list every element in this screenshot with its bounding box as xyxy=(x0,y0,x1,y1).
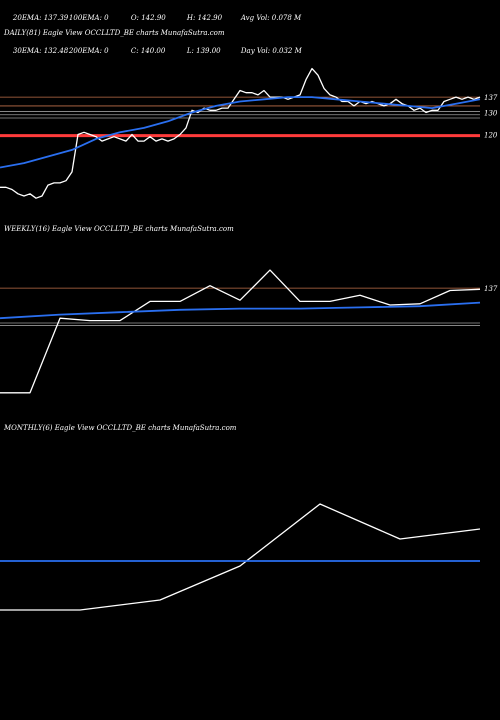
daily-ema-series-line xyxy=(0,96,481,169)
high-value: H: 142.90 xyxy=(186,14,223,22)
stats-header: 20EMA: 137.39100EMA: 0 O: 142.90 H: 142.90… xyxy=(4,2,302,68)
day-vol-value: Day Vol: 0.032 M xyxy=(240,47,302,55)
daily-tick-label-130: 130 xyxy=(484,110,498,118)
weekly-ema-series-line xyxy=(0,301,481,320)
close-value: C: 140.00 xyxy=(130,47,166,55)
daily-tick-label-137: 137 xyxy=(484,94,498,102)
weekly-tick-label-137: 137 xyxy=(484,285,498,293)
daily-panel-title: DAILY(81) Eagle View OCCLLTD_BE charts M… xyxy=(4,29,225,37)
weekly-price-series-line xyxy=(0,269,481,394)
weekly-panel-title: WEEKLY(16) Eagle View OCCLLTD_BE charts … xyxy=(4,225,234,233)
daily-price-series-line xyxy=(0,67,481,199)
stats-row-1: 20EMA: 137.39100EMA: 0 O: 142.90 H: 142.90… xyxy=(4,2,302,35)
ema30-value: 30EMA: 132.48 xyxy=(12,47,69,55)
monthly-panel-title: MONTHLY(6) Eagle View OCCLLTD_BE charts … xyxy=(4,424,237,432)
ema20-value: 20EMA: 137.39 xyxy=(12,14,69,22)
daily-tick-label-120: 120 xyxy=(484,132,498,140)
low-value: L: 139.00 xyxy=(186,47,221,55)
avg-vol-value: Avg Vol: 0.078 M xyxy=(240,14,302,22)
ema200-value: 200EMA: 0 xyxy=(68,47,109,55)
monthly-price-series-line xyxy=(0,503,481,611)
open-value: O: 142.90 xyxy=(130,14,166,22)
ema100-value: 100EMA: 0 xyxy=(68,14,109,22)
stats-row-2: 30EMA: 132.48200EMA: 0 C: 140.00 L: 139.00… xyxy=(4,35,302,68)
